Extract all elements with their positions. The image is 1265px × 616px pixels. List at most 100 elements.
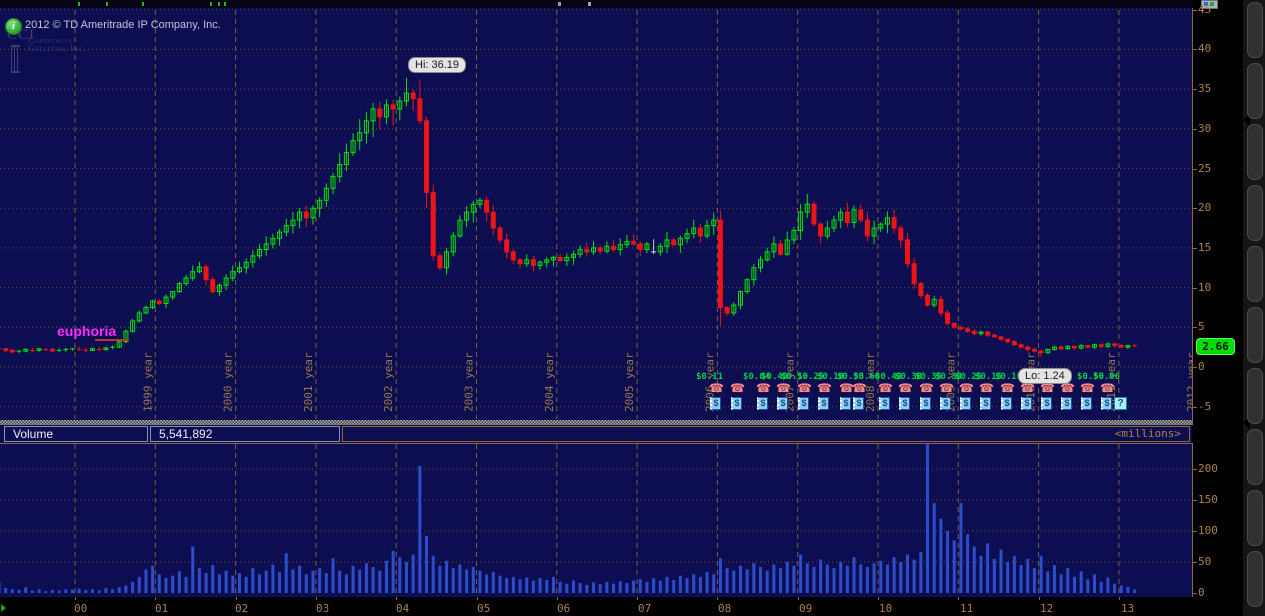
- volume-bar[interactable]: [478, 570, 482, 593]
- bullish-candle[interactable]: [564, 256, 570, 262]
- volume-bar[interactable]: [992, 558, 996, 593]
- panel-tab-segment[interactable]: [1247, 368, 1263, 424]
- bullish-candle[interactable]: [644, 243, 650, 250]
- volume-bar[interactable]: [204, 573, 208, 593]
- volume-bar[interactable]: [117, 587, 121, 593]
- bearish-candle[interactable]: [410, 92, 416, 100]
- volume-bar[interactable]: [839, 562, 843, 593]
- bearish-candle[interactable]: [1038, 350, 1044, 354]
- bullish-candle[interactable]: [731, 304, 737, 314]
- volume-bar[interactable]: [712, 574, 716, 593]
- bullish-candle[interactable]: [591, 247, 597, 253]
- time-tick-label[interactable]: 04: [396, 602, 410, 615]
- volume-canvas[interactable]: [0, 444, 1192, 597]
- volume-bar[interactable]: [859, 564, 863, 593]
- volume-bar[interactable]: [652, 578, 656, 593]
- info-icon[interactable]: i: [5, 18, 22, 35]
- volume-bar[interactable]: [431, 555, 435, 593]
- volume-bar[interactable]: [685, 578, 689, 593]
- bearish-candle[interactable]: [971, 330, 977, 335]
- volume-bar[interactable]: [565, 583, 569, 593]
- volume-bar[interactable]: [625, 583, 629, 593]
- time-tick-label[interactable]: 05: [477, 602, 491, 615]
- conference-call-icon[interactable]: ☎: [839, 381, 854, 395]
- conference-call-icon[interactable]: ☎: [709, 381, 724, 395]
- volume-bar[interactable]: [1133, 589, 1137, 593]
- volume-bar[interactable]: [64, 589, 68, 593]
- bearish-candle[interactable]: [1112, 343, 1118, 347]
- earnings-report-icon[interactable]: $: [1041, 397, 1052, 410]
- bullish-candle[interactable]: [1065, 345, 1071, 350]
- volume-bar[interactable]: [231, 575, 235, 593]
- bullish-candle[interactable]: [764, 251, 770, 261]
- bullish-candle[interactable]: [337, 164, 343, 177]
- bullish-candle[interactable]: [711, 219, 717, 227]
- bullish-candle[interactable]: [664, 239, 670, 247]
- volume-bar[interactable]: [485, 574, 489, 593]
- volume-bar[interactable]: [779, 568, 783, 593]
- volume-bar[interactable]: [692, 574, 696, 593]
- time-tick-label[interactable]: 12: [1040, 602, 1054, 615]
- time-tick-label[interactable]: 03: [316, 602, 330, 615]
- bearish-candle[interactable]: [377, 108, 383, 118]
- volume-bar[interactable]: [351, 565, 355, 593]
- bullish-candle[interactable]: [477, 199, 483, 205]
- conference-call-icon[interactable]: ☎: [797, 381, 812, 395]
- volume-bar[interactable]: [451, 568, 455, 593]
- conference-call-icon[interactable]: ☎: [898, 381, 913, 395]
- volume-bar[interactable]: [151, 565, 155, 593]
- volume-bar[interactable]: [505, 578, 509, 593]
- bearish-candle[interactable]: [811, 203, 817, 225]
- volume-bar[interactable]: [645, 581, 649, 593]
- volume-bar[interactable]: [217, 574, 221, 593]
- volume-bar[interactable]: [745, 569, 749, 593]
- bearish-candle[interactable]: [911, 263, 917, 285]
- volume-bar[interactable]: [344, 574, 348, 593]
- earnings-report-icon[interactable]: $: [818, 397, 829, 410]
- bullish-candle[interactable]: [524, 259, 530, 265]
- volume-bar[interactable]: [177, 571, 181, 593]
- volume-bar[interactable]: [972, 546, 976, 594]
- bullish-candle[interactable]: [397, 100, 403, 110]
- bullish-candle[interactable]: [176, 283, 182, 293]
- dividend-label[interactable]: $0.04: [743, 372, 771, 382]
- bearish-candle[interactable]: [584, 248, 590, 253]
- volume-bar[interactable]: [124, 585, 128, 593]
- price-axis[interactable]: 2.66 45 40 35 30 25 20 15 10 5 0 -5 200 150 100 50 0: [1193, 0, 1243, 616]
- bullish-candle[interactable]: [136, 312, 142, 322]
- volume-bar[interactable]: [865, 566, 869, 593]
- bearish-candle[interactable]: [778, 243, 784, 255]
- conference-call-icon[interactable]: ☎: [817, 381, 832, 395]
- bullish-candle[interactable]: [36, 348, 42, 351]
- bearish-candle[interactable]: [1098, 344, 1104, 347]
- volume-bar[interactable]: [879, 560, 883, 593]
- earnings-report-icon[interactable]: $: [731, 397, 742, 410]
- volume-bar[interactable]: [598, 584, 602, 593]
- bearish-candle[interactable]: [203, 266, 209, 281]
- earnings-report-icon[interactable]: $: [1021, 397, 1032, 410]
- bullish-candle[interactable]: [343, 152, 349, 166]
- volume-bar[interactable]: [37, 589, 41, 593]
- volume-bar[interactable]: [50, 589, 54, 593]
- volume-bar[interactable]: [438, 565, 442, 593]
- volume-bar[interactable]: [618, 581, 622, 593]
- bullish-candle[interactable]: [931, 299, 937, 306]
- earnings-report-icon[interactable]: $: [1081, 397, 1092, 410]
- volume-bar[interactable]: [885, 564, 889, 593]
- bullish-candle[interactable]: [884, 217, 890, 225]
- bullish-candle[interactable]: [270, 237, 276, 245]
- bullish-candle[interactable]: [737, 291, 743, 306]
- volume-bar[interactable]: [364, 563, 368, 593]
- time-tick-label[interactable]: 08: [718, 602, 732, 615]
- volume-bar[interactable]: [318, 568, 322, 593]
- volume-bar[interactable]: [70, 589, 74, 593]
- bullish-candle[interactable]: [1092, 344, 1098, 348]
- volume-bar[interactable]: [926, 444, 930, 593]
- volume-bar[interactable]: [585, 584, 589, 593]
- volume-bar[interactable]: [184, 576, 188, 593]
- volume-bar[interactable]: [986, 543, 990, 593]
- volume-bar[interactable]: [892, 557, 896, 593]
- volume-bar[interactable]: [144, 569, 148, 593]
- volume-study-label[interactable]: Volume: [4, 426, 148, 442]
- bearish-candle[interactable]: [998, 336, 1004, 340]
